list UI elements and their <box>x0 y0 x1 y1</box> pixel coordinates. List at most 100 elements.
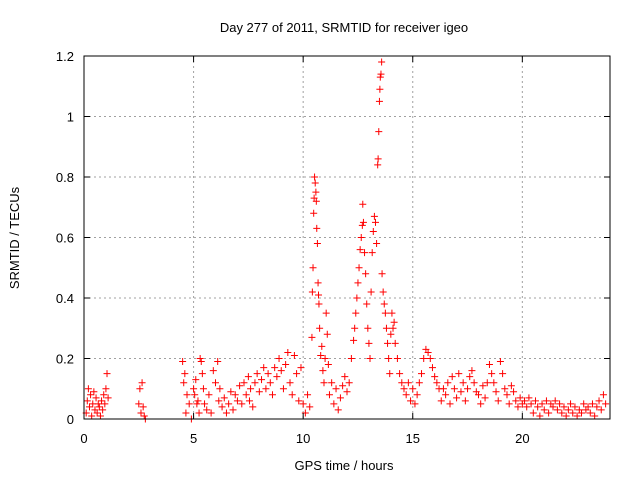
data-point <box>310 209 318 217</box>
data-point <box>290 351 298 359</box>
data-point <box>323 330 331 338</box>
data-point <box>231 391 239 399</box>
data-point <box>101 400 109 408</box>
data-point <box>311 179 319 187</box>
data-point <box>312 188 320 196</box>
data-point <box>311 173 319 181</box>
data-point <box>197 358 205 366</box>
data-point <box>586 409 594 417</box>
data-point <box>247 385 255 393</box>
data-point <box>103 370 111 378</box>
data-point <box>301 409 309 417</box>
data-point <box>481 394 489 402</box>
data-point <box>314 279 322 287</box>
x-tick-label: 20 <box>515 431 529 446</box>
data-point <box>316 324 324 332</box>
data-point <box>336 394 344 402</box>
data-point <box>503 391 511 399</box>
data-point <box>179 358 187 366</box>
data-point <box>309 264 317 272</box>
data-point <box>407 397 415 405</box>
data-point <box>240 379 248 387</box>
data-point <box>359 218 367 226</box>
data-point <box>139 403 147 411</box>
data-point <box>306 403 314 411</box>
data-point <box>562 412 570 420</box>
data-point <box>388 309 396 317</box>
data-point <box>492 388 500 396</box>
data-point <box>573 412 581 420</box>
data-point <box>560 403 568 411</box>
data-point <box>512 397 520 405</box>
data-point <box>413 391 421 399</box>
data-point <box>229 406 237 414</box>
data-point <box>567 400 575 408</box>
data-point <box>358 221 366 229</box>
data-point <box>507 382 515 390</box>
data-point <box>195 409 203 417</box>
data-point <box>363 300 371 308</box>
data-point <box>580 400 588 408</box>
data-point <box>343 388 351 396</box>
data-point <box>215 397 223 405</box>
data-point <box>88 412 96 420</box>
data-point <box>266 379 274 387</box>
data-point <box>312 197 320 205</box>
data-point <box>334 406 342 414</box>
data-point <box>225 400 233 408</box>
data-point <box>273 373 281 381</box>
data-point <box>361 249 369 257</box>
data-point <box>277 367 285 375</box>
data-point <box>328 379 336 387</box>
data-point <box>593 403 601 411</box>
data-point <box>295 397 303 405</box>
data-point <box>459 379 467 387</box>
data-point <box>494 397 502 405</box>
data-point <box>355 264 363 272</box>
data-point <box>387 330 395 338</box>
data-point <box>238 400 246 408</box>
data-point <box>313 240 321 248</box>
data-point <box>431 373 439 381</box>
data-point <box>271 364 279 372</box>
data-point <box>339 382 347 390</box>
data-point <box>448 373 456 381</box>
data-point <box>181 370 189 378</box>
data-point <box>209 367 217 375</box>
data-point <box>332 385 340 393</box>
y-tick-label: 0.4 <box>56 291 74 306</box>
data-point <box>386 370 394 378</box>
data-point <box>375 97 383 105</box>
chart-title: Day 277 of 2011, SRMTID for receiver ige… <box>220 20 468 35</box>
data-point <box>275 355 283 362</box>
data-point <box>437 397 445 405</box>
data-point <box>374 161 382 169</box>
data-point <box>220 394 228 402</box>
data-point <box>99 406 107 414</box>
data-point <box>245 397 253 405</box>
data-point <box>138 379 146 387</box>
data-point <box>384 339 392 347</box>
data-point <box>242 391 250 399</box>
data-point <box>284 348 292 356</box>
data-point <box>322 309 330 317</box>
data-point <box>315 300 323 308</box>
data-point <box>378 270 386 278</box>
data-points <box>82 58 610 423</box>
data-point <box>409 385 417 393</box>
data-point <box>308 333 316 341</box>
data-point <box>251 379 259 387</box>
data-point <box>203 406 211 414</box>
data-point <box>450 385 458 393</box>
data-point <box>264 370 272 378</box>
data-point <box>249 403 257 411</box>
data-point <box>222 409 230 417</box>
data-point <box>420 355 428 362</box>
data-point <box>315 291 323 299</box>
data-point <box>357 234 365 241</box>
data-point <box>85 403 93 411</box>
data-point <box>571 403 579 411</box>
data-point <box>351 324 359 332</box>
data-point <box>136 385 144 393</box>
